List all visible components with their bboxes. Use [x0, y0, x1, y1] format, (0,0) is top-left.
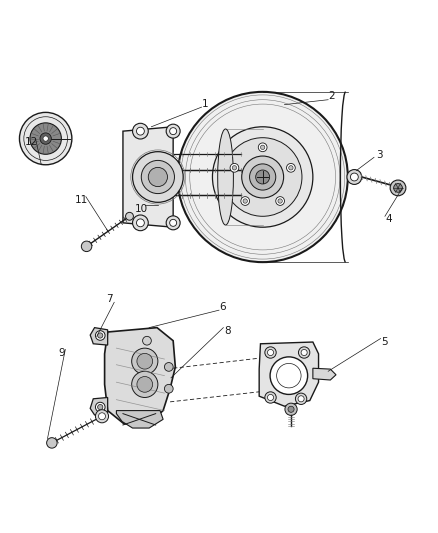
- Circle shape: [288, 406, 294, 413]
- Circle shape: [285, 403, 297, 415]
- Circle shape: [166, 216, 180, 230]
- Circle shape: [137, 127, 145, 135]
- Text: 8: 8: [224, 326, 231, 336]
- Circle shape: [133, 152, 183, 203]
- Circle shape: [132, 372, 158, 398]
- Polygon shape: [105, 328, 175, 425]
- Circle shape: [98, 405, 103, 410]
- Circle shape: [164, 384, 173, 393]
- Circle shape: [250, 164, 276, 190]
- Circle shape: [137, 376, 152, 392]
- Circle shape: [261, 145, 265, 149]
- Circle shape: [301, 350, 307, 356]
- Circle shape: [394, 183, 403, 192]
- Circle shape: [243, 199, 247, 203]
- Circle shape: [256, 170, 270, 184]
- Circle shape: [268, 350, 274, 356]
- Polygon shape: [123, 127, 173, 227]
- Text: 10: 10: [135, 204, 148, 214]
- Circle shape: [132, 348, 158, 374]
- Text: 9: 9: [59, 348, 65, 358]
- Circle shape: [390, 180, 406, 196]
- Polygon shape: [90, 398, 108, 415]
- Circle shape: [43, 136, 48, 141]
- Polygon shape: [313, 368, 336, 380]
- Circle shape: [268, 394, 274, 400]
- Circle shape: [265, 347, 276, 358]
- Circle shape: [137, 353, 152, 369]
- Circle shape: [347, 169, 362, 184]
- Circle shape: [278, 199, 283, 203]
- Circle shape: [95, 410, 109, 423]
- Circle shape: [141, 160, 174, 193]
- Circle shape: [230, 164, 239, 172]
- Circle shape: [126, 212, 134, 220]
- Text: 3: 3: [376, 150, 383, 160]
- Text: 4: 4: [385, 214, 392, 224]
- Text: 7: 7: [106, 294, 113, 304]
- Circle shape: [166, 124, 180, 138]
- Polygon shape: [259, 342, 318, 406]
- Text: 11: 11: [75, 195, 88, 205]
- Circle shape: [40, 133, 51, 144]
- Circle shape: [286, 164, 295, 172]
- Circle shape: [276, 197, 284, 205]
- Circle shape: [30, 123, 61, 154]
- Circle shape: [99, 413, 106, 420]
- Polygon shape: [117, 410, 163, 428]
- Circle shape: [133, 215, 148, 231]
- Polygon shape: [90, 328, 108, 345]
- Circle shape: [177, 92, 348, 262]
- Text: 6: 6: [219, 302, 226, 312]
- Circle shape: [148, 167, 167, 187]
- Text: 2: 2: [328, 91, 335, 101]
- Circle shape: [170, 128, 177, 135]
- Circle shape: [143, 336, 151, 345]
- Circle shape: [170, 220, 177, 227]
- Circle shape: [241, 197, 250, 205]
- Circle shape: [298, 347, 310, 358]
- Circle shape: [212, 127, 313, 227]
- Circle shape: [295, 393, 307, 405]
- Text: 12: 12: [25, 137, 38, 147]
- Ellipse shape: [218, 129, 233, 225]
- Circle shape: [95, 402, 105, 412]
- Circle shape: [242, 156, 284, 198]
- Circle shape: [232, 166, 237, 170]
- Circle shape: [265, 392, 276, 403]
- Circle shape: [81, 241, 92, 252]
- Circle shape: [164, 362, 173, 372]
- Circle shape: [270, 357, 307, 394]
- Text: 5: 5: [381, 337, 388, 346]
- Circle shape: [298, 395, 304, 402]
- Circle shape: [350, 173, 358, 181]
- Text: 1: 1: [202, 99, 208, 109]
- Circle shape: [258, 143, 267, 152]
- Circle shape: [19, 112, 72, 165]
- Circle shape: [46, 438, 57, 448]
- Circle shape: [98, 333, 103, 338]
- Circle shape: [289, 166, 293, 170]
- Circle shape: [95, 330, 105, 340]
- Circle shape: [137, 219, 145, 227]
- Circle shape: [133, 123, 148, 139]
- Circle shape: [223, 138, 302, 216]
